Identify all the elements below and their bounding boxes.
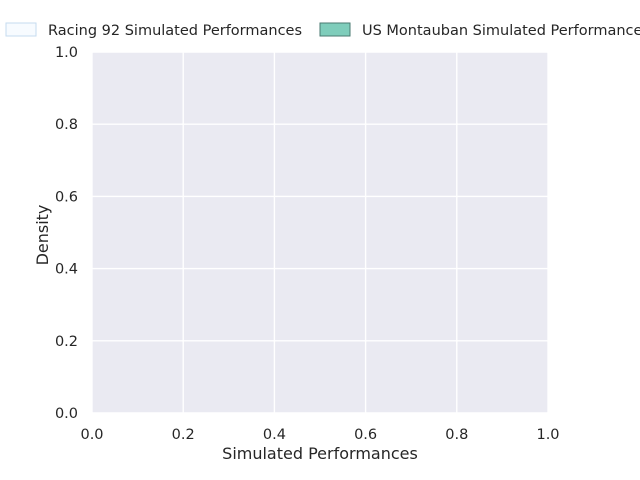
x-tick-label: 0.2 (172, 427, 195, 443)
x-axis-ticks: 0.0 0.2 0.4 0.6 0.8 1.0 (80, 427, 559, 443)
y-tick-label: 0.4 (55, 262, 78, 278)
legend: Racing 92 Simulated Performances US Mont… (5, 22, 640, 39)
legend-swatch-racing-92 (5, 22, 37, 37)
y-tick-label: 1.0 (55, 45, 78, 61)
x-tick-label: 0.4 (263, 427, 286, 443)
legend-label-us-montauban: US Montauban Simulated Performances (362, 23, 640, 39)
y-tick-label: 0.2 (55, 334, 78, 350)
y-axis-label: Density (33, 205, 52, 266)
y-tick-label: 0.8 (55, 117, 78, 133)
x-tick-label: 1.0 (536, 427, 559, 443)
y-tick-label: 0.6 (55, 189, 78, 205)
x-tick-label: 0.8 (445, 427, 468, 443)
x-axis-label: Simulated Performances (222, 444, 418, 463)
legend-swatch-us-montauban (319, 22, 351, 37)
legend-label-racing-92: Racing 92 Simulated Performances (48, 23, 302, 39)
y-axis-ticks: 0.0 0.2 0.4 0.6 0.8 1.0 (55, 45, 78, 422)
gridlines (91, 51, 549, 414)
plot-area (92, 52, 548, 413)
x-tick-label: 0.6 (354, 427, 377, 443)
y-tick-label: 0.0 (55, 406, 78, 422)
x-tick-label: 0.0 (80, 427, 103, 443)
